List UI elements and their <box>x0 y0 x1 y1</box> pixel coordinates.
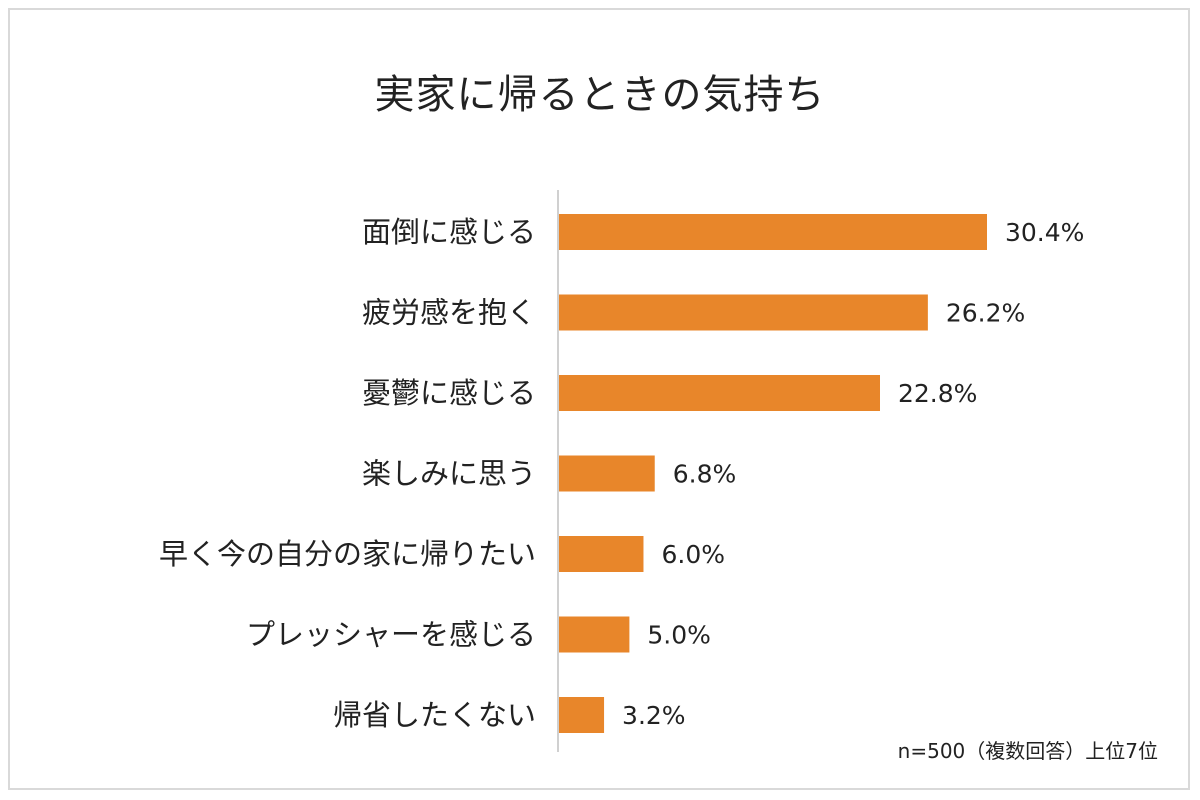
value-label-7: 3.2% <box>622 701 686 730</box>
value-label-5: 6.0% <box>661 540 725 569</box>
bar-1 <box>559 214 987 250</box>
category-label-3: 憂鬱に感じる <box>362 376 536 410</box>
bar-7 <box>559 697 605 733</box>
bar-4 <box>559 455 655 492</box>
category-label-5: 早く今の自分の家に帰りたい <box>159 537 536 571</box>
bar-3 <box>559 375 880 411</box>
bar-5 <box>559 536 644 572</box>
value-label-2: 26.2% <box>946 299 1025 328</box>
category-label-6: プレッシャーを感じる <box>246 618 536 652</box>
value-label-4: 6.8% <box>673 460 737 489</box>
value-label-3: 22.8% <box>898 379 977 408</box>
sample-note: n=500（複数回答）上位7位 <box>897 739 1158 763</box>
category-label-2: 疲労感を抱く <box>362 296 536 330</box>
value-label-6: 5.0% <box>647 621 711 650</box>
chart-title: 実家に帰るときの気持ち <box>374 72 826 118</box>
value-label-1: 30.4% <box>1005 218 1084 247</box>
category-label-1: 面倒に感じる <box>362 215 536 249</box>
bar-6 <box>559 616 630 653</box>
category-label-7: 帰省したくない <box>333 698 536 732</box>
bar-2 <box>559 294 928 331</box>
bars-group: 面倒に感じる 30.4% 疲労感を抱く 26.2% 憂鬱に感じる 22.8% 楽しみに思う 6… <box>159 214 1084 733</box>
category-label-4: 楽しみに思う <box>362 457 536 491</box>
